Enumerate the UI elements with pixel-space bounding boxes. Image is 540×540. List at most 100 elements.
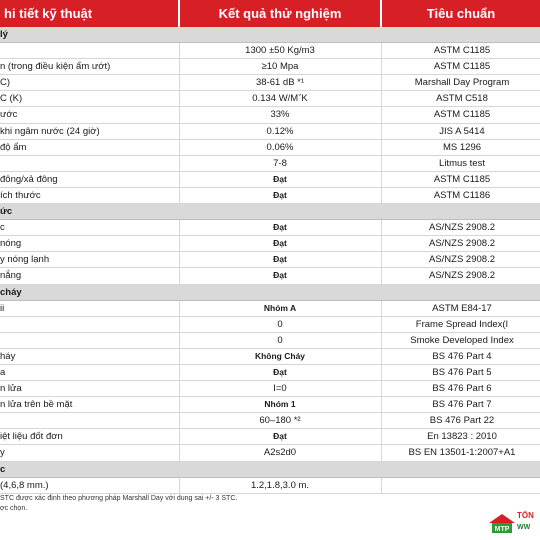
standard-cell: BS 476 Part 7 bbox=[432, 399, 492, 411]
table-row: độ ẩm 0.06% MS 1296 bbox=[0, 139, 540, 156]
standard-cell: ASTM C1185 bbox=[433, 173, 491, 185]
table-row: đông/xả đông Đạt ASTM C1185 bbox=[0, 171, 540, 188]
column-divider bbox=[381, 445, 382, 461]
table-row: (4,6,8 mm.) 1.2,1.8,3.0 m. bbox=[0, 477, 540, 494]
spec-name-cell: n lửa bbox=[0, 383, 22, 395]
section-row: lý bbox=[0, 27, 540, 44]
column-divider bbox=[179, 429, 180, 445]
test-result-cell: 33% bbox=[270, 109, 290, 121]
standard-cell: BS 476 Part 6 bbox=[432, 383, 492, 395]
test-result-cell: Đạt bbox=[273, 189, 287, 200]
column-divider bbox=[381, 413, 382, 429]
column-divider bbox=[179, 75, 180, 91]
column-divider bbox=[381, 477, 382, 493]
standard-cell: AS/NZS 2908.2 bbox=[428, 222, 495, 234]
column-divider bbox=[179, 187, 180, 204]
spec-name-cell: ích thước bbox=[0, 189, 41, 201]
header-spec-column: hi tiết kỹ thuật bbox=[4, 6, 93, 21]
header-result-column: Kết quả thử nghiệm bbox=[218, 6, 342, 21]
test-result-cell: I=0 bbox=[273, 383, 287, 395]
standard-cell: ASTM C1185 bbox=[433, 61, 491, 73]
spec-name-cell bbox=[0, 413, 178, 428]
standard-cell: Smoke Developed Index bbox=[410, 334, 514, 346]
header-standard-column: Tiêu chuẩn bbox=[426, 6, 496, 21]
column-divider bbox=[179, 107, 180, 123]
column-divider bbox=[179, 300, 180, 316]
column-divider bbox=[381, 268, 382, 284]
footnotes: STC được xác định theo phương pháp Marsh… bbox=[0, 494, 237, 514]
test-result-cell bbox=[180, 204, 380, 219]
column-divider bbox=[179, 364, 180, 381]
column-divider bbox=[179, 268, 180, 284]
test-result-cell: 0 bbox=[277, 318, 283, 330]
standard-cell bbox=[382, 27, 540, 42]
spec-name-cell: ức bbox=[0, 206, 13, 218]
logo-web-text: WW bbox=[517, 524, 531, 531]
column-divider bbox=[381, 43, 382, 59]
table-row: c Đạt AS/NZS 2908.2 bbox=[0, 220, 540, 237]
column-divider bbox=[179, 123, 180, 139]
test-result-cell: ≥10 Mpa bbox=[261, 61, 299, 73]
table-row: 0 Smoke Developed Index bbox=[0, 332, 540, 349]
standard-cell bbox=[382, 285, 540, 300]
standard-cell: AS/NZS 2908.2 bbox=[428, 238, 495, 250]
footnote-1: STC được xác định theo phương pháp Marsh… bbox=[0, 495, 238, 502]
column-divider bbox=[381, 252, 382, 268]
spec-name-cell: c bbox=[0, 222, 5, 234]
test-result-cell: Đạt bbox=[273, 238, 287, 249]
column-divider bbox=[381, 429, 382, 445]
column-divider bbox=[179, 332, 180, 348]
table-row: nắng Đạt AS/NZS 2908.2 bbox=[0, 268, 540, 285]
spec-table-body: lý 1300 ±50 Kg/m3 ASTM C1185 n (trong điều … bbox=[0, 27, 540, 494]
test-result-cell: Đạt bbox=[273, 366, 287, 377]
column-divider bbox=[179, 316, 180, 332]
test-result-cell: 60–180 *² bbox=[259, 415, 301, 427]
spec-name-cell: c bbox=[0, 463, 6, 475]
column-divider bbox=[381, 381, 382, 397]
column-divider bbox=[179, 155, 180, 171]
column-divider bbox=[179, 91, 180, 107]
test-result-cell: Nhóm 1 bbox=[264, 399, 296, 410]
column-divider bbox=[381, 91, 382, 107]
column-divider bbox=[381, 59, 382, 75]
table-row: khi ngâm nước (24 giờ) 0.12% JIS A 5414 bbox=[0, 123, 540, 140]
column-divider bbox=[381, 155, 382, 171]
test-result-cell: 38-61 dB *¹ bbox=[255, 77, 305, 89]
table-row: ước 33% ASTM C1185 bbox=[0, 107, 540, 124]
standard-cell: AS/NZS 2908.2 bbox=[428, 254, 495, 266]
test-result-cell bbox=[180, 462, 380, 477]
column-divider bbox=[179, 59, 180, 75]
standard-cell bbox=[382, 204, 540, 219]
standard-cell: ASTM C1185 bbox=[433, 109, 491, 121]
table-row: 0 Frame Spread Index(I bbox=[0, 316, 540, 333]
column-divider bbox=[381, 236, 382, 252]
standard-cell: BS 476 Part 4 bbox=[432, 350, 492, 362]
column-divider bbox=[381, 107, 382, 123]
column-divider bbox=[381, 75, 382, 91]
column-divider bbox=[381, 316, 382, 332]
test-result-cell: Đạt bbox=[273, 270, 287, 281]
section-row: c bbox=[0, 461, 540, 478]
column-divider bbox=[179, 252, 180, 268]
test-result-cell: Đạt bbox=[273, 431, 287, 442]
standard-cell: BS 476 Part 22 bbox=[429, 415, 495, 427]
column-divider bbox=[381, 139, 382, 155]
company-logo: MTP TỔN WW bbox=[487, 509, 540, 540]
table-row: 7-8 Litmus test bbox=[0, 155, 540, 172]
column-divider bbox=[381, 187, 382, 204]
test-result-cell: Đạt bbox=[273, 222, 287, 233]
standard-cell: AS/NZS 2908.2 bbox=[428, 270, 495, 282]
table-row: n (trong điều kiện ẩm ướt) ≥10 Mpa ASTM C1… bbox=[0, 59, 540, 76]
standard-cell bbox=[382, 478, 540, 493]
table-row: ii Nhóm A ASTM E84-17 bbox=[0, 300, 540, 317]
table-row: C) 38-61 dB *¹ Marshall Day Program bbox=[0, 75, 540, 92]
spec-name-cell bbox=[0, 333, 178, 348]
header-divider bbox=[178, 0, 180, 27]
standard-cell: Marshall Day Program bbox=[414, 77, 510, 89]
test-result-cell: 0.12% bbox=[266, 125, 294, 137]
column-divider bbox=[381, 171, 382, 187]
column-divider bbox=[179, 413, 180, 429]
footnote-2: ợc chọn. bbox=[0, 505, 28, 512]
spec-name-cell: khi ngâm nước (24 giờ) bbox=[0, 125, 100, 137]
section-row: cháy bbox=[0, 284, 540, 301]
